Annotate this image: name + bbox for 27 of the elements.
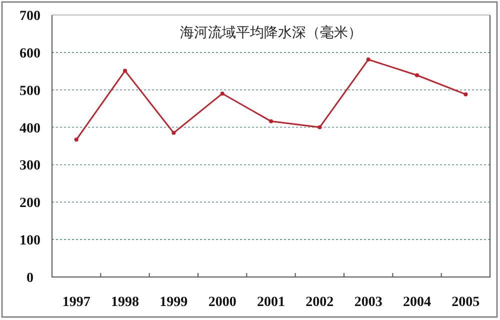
y-tick-label: 100 [20,234,40,249]
x-tick-label: 2001 [257,295,285,310]
x-tick-label: 1998 [111,295,139,310]
point [123,68,127,73]
point [74,138,78,142]
y-tick-label: 700 [20,9,40,24]
y-tick-label: 500 [20,84,40,99]
x-tick-label: 1999 [160,295,188,310]
point [366,58,370,62]
x-tick-label: 2003 [354,295,382,310]
point [172,130,176,135]
point [269,119,273,124]
x-tick-label: 2004 [403,295,431,310]
x-tick-label: 1997 [62,295,90,310]
y-tick-label: 600 [20,46,40,62]
point [415,73,419,78]
y-tick-label: 200 [20,196,40,212]
point [220,92,224,96]
text: 海河流域平均降水深（毫米） [180,25,362,41]
point [464,92,468,96]
x-tick-label: 2000 [208,295,236,310]
y-tick-label: 400 [20,121,40,136]
y-tick-label: 0 [26,271,34,286]
x-tick-label: 2002 [306,295,334,310]
x-tick-label: 2005 [452,295,480,310]
point [318,125,322,130]
y-tick-label: 300 [20,158,40,174]
